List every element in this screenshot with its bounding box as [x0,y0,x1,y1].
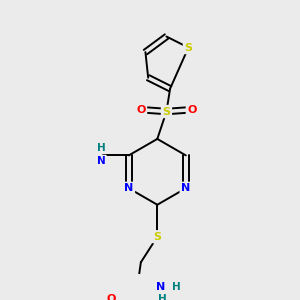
Text: H: H [97,143,106,153]
Text: S: S [163,106,170,116]
Text: S: S [153,232,161,242]
Text: O: O [136,105,146,115]
Text: S: S [184,43,192,52]
Text: O: O [106,294,116,300]
Text: H: H [158,294,166,300]
Text: N: N [181,183,190,193]
Text: N: N [97,156,106,166]
Text: N: N [156,282,166,292]
Text: N: N [124,183,134,193]
Text: O: O [188,105,197,115]
Text: H: H [172,282,181,292]
